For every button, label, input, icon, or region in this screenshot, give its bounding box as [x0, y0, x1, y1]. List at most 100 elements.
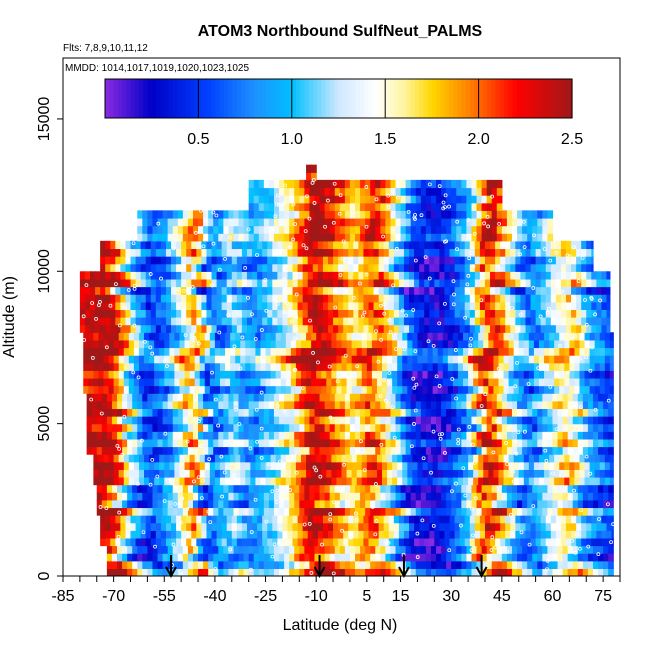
heatmap-cell — [292, 278, 299, 288]
heatmap-cell — [380, 568, 386, 576]
heatmap-cell — [506, 507, 513, 516]
heatmap-cell — [231, 271, 238, 280]
heatmap-cell — [334, 187, 341, 196]
heatmap-cell — [528, 362, 535, 371]
heatmap-cell — [444, 240, 451, 250]
heatmap-cell — [486, 545, 493, 554]
heatmap-cell — [284, 400, 290, 410]
heatmap-cell — [370, 507, 376, 516]
heatmap-cell — [326, 377, 332, 387]
heatmap-cell — [425, 484, 432, 493]
heatmap-cell — [331, 385, 338, 394]
heatmap-cell — [309, 507, 316, 516]
heatmap-cell — [194, 355, 201, 364]
heatmap-cell — [108, 454, 115, 463]
heatmap-cell — [348, 271, 354, 280]
heatmap-cell — [198, 507, 204, 516]
heatmap-cell — [311, 362, 317, 371]
heatmap-cell — [122, 400, 128, 410]
heatmap-cell — [152, 545, 159, 554]
heatmap-cell — [424, 240, 430, 250]
heatmap-cell — [550, 309, 557, 318]
heatmap-cell — [603, 492, 609, 501]
heatmap-cell — [339, 545, 346, 554]
heatmap-cell — [344, 507, 351, 516]
heatmap-cell — [115, 271, 121, 280]
heatmap-cell — [506, 446, 513, 455]
heatmap-cell — [373, 317, 380, 326]
heatmap-cell — [517, 446, 523, 455]
heatmap-cell — [545, 286, 552, 295]
heatmap-cell — [432, 454, 439, 463]
heatmap-cell — [457, 347, 464, 356]
heatmap-cell — [216, 530, 223, 539]
heatmap-cell — [117, 408, 123, 417]
heatmap-cell — [164, 339, 170, 349]
heatmap-cell — [511, 431, 518, 440]
heatmap-cell — [481, 431, 488, 440]
heatmap-cell — [409, 256, 415, 265]
heatmap-cell — [248, 195, 255, 204]
heatmap-cell — [562, 446, 569, 455]
heatmap-cell — [309, 202, 316, 211]
heatmap-cell — [329, 507, 336, 516]
heatmap-cell — [133, 476, 140, 486]
heatmap-cell — [333, 317, 339, 326]
heatmap-cell — [355, 233, 361, 242]
heatmap-cell — [125, 317, 132, 326]
heatmap-cell — [454, 324, 461, 333]
heatmap-cell — [339, 431, 346, 440]
heatmap-cell — [456, 568, 462, 576]
heatmap-cell — [457, 454, 464, 463]
heatmap-cell — [581, 317, 587, 326]
heatmap-cell — [429, 294, 435, 303]
heatmap-cell — [542, 545, 549, 554]
heatmap-cell — [437, 377, 444, 387]
heatmap-cell — [211, 248, 218, 257]
heatmap-cell — [478, 355, 484, 364]
heatmap-cell — [412, 461, 419, 470]
heatmap-cell — [471, 545, 478, 554]
heatmap-cell — [258, 195, 265, 204]
heatmap-cell — [93, 370, 100, 379]
heatmap-cell — [476, 560, 483, 569]
heatmap-cell — [476, 400, 483, 410]
heatmap-cell — [500, 278, 506, 288]
heatmap-cell — [317, 263, 324, 272]
heatmap-cell — [189, 347, 196, 356]
heatmap-cell — [355, 553, 361, 562]
heatmap-cell — [230, 339, 236, 349]
heatmap-cell — [228, 499, 235, 509]
heatmap-cell — [295, 476, 302, 486]
heatmap-cell — [557, 416, 564, 425]
heatmap-cell — [355, 484, 361, 493]
heatmap-cell — [591, 263, 594, 272]
heatmap-cell — [474, 240, 481, 250]
heatmap-cell — [118, 476, 125, 486]
heatmap-cell — [122, 545, 128, 554]
heatmap-cell — [333, 263, 339, 272]
heatmap-cell — [542, 400, 549, 410]
heatmap-cell — [520, 317, 527, 326]
heatmap-cell — [456, 416, 462, 425]
heatmap-cell — [530, 522, 537, 531]
heatmap-cell — [439, 522, 446, 531]
heatmap-cell — [550, 537, 557, 547]
heatmap-cell — [596, 294, 603, 303]
heatmap-cell — [246, 317, 253, 326]
heatmap-cell — [606, 324, 611, 333]
heatmap-cell — [598, 408, 604, 417]
heatmap-cell — [125, 248, 132, 257]
heatmap-cell — [241, 530, 248, 539]
heatmap-cell — [300, 362, 307, 371]
heatmap-cell — [203, 545, 209, 554]
heatmap-cell — [218, 233, 224, 242]
heatmap-cell — [248, 553, 255, 562]
heatmap-cell — [118, 370, 125, 379]
heatmap-cell — [240, 362, 246, 371]
heatmap-cell — [233, 210, 240, 219]
heatmap-cell — [317, 537, 324, 547]
heatmap-cell — [419, 309, 425, 318]
heatmap-cell — [307, 286, 314, 295]
heatmap-cell — [253, 393, 260, 402]
